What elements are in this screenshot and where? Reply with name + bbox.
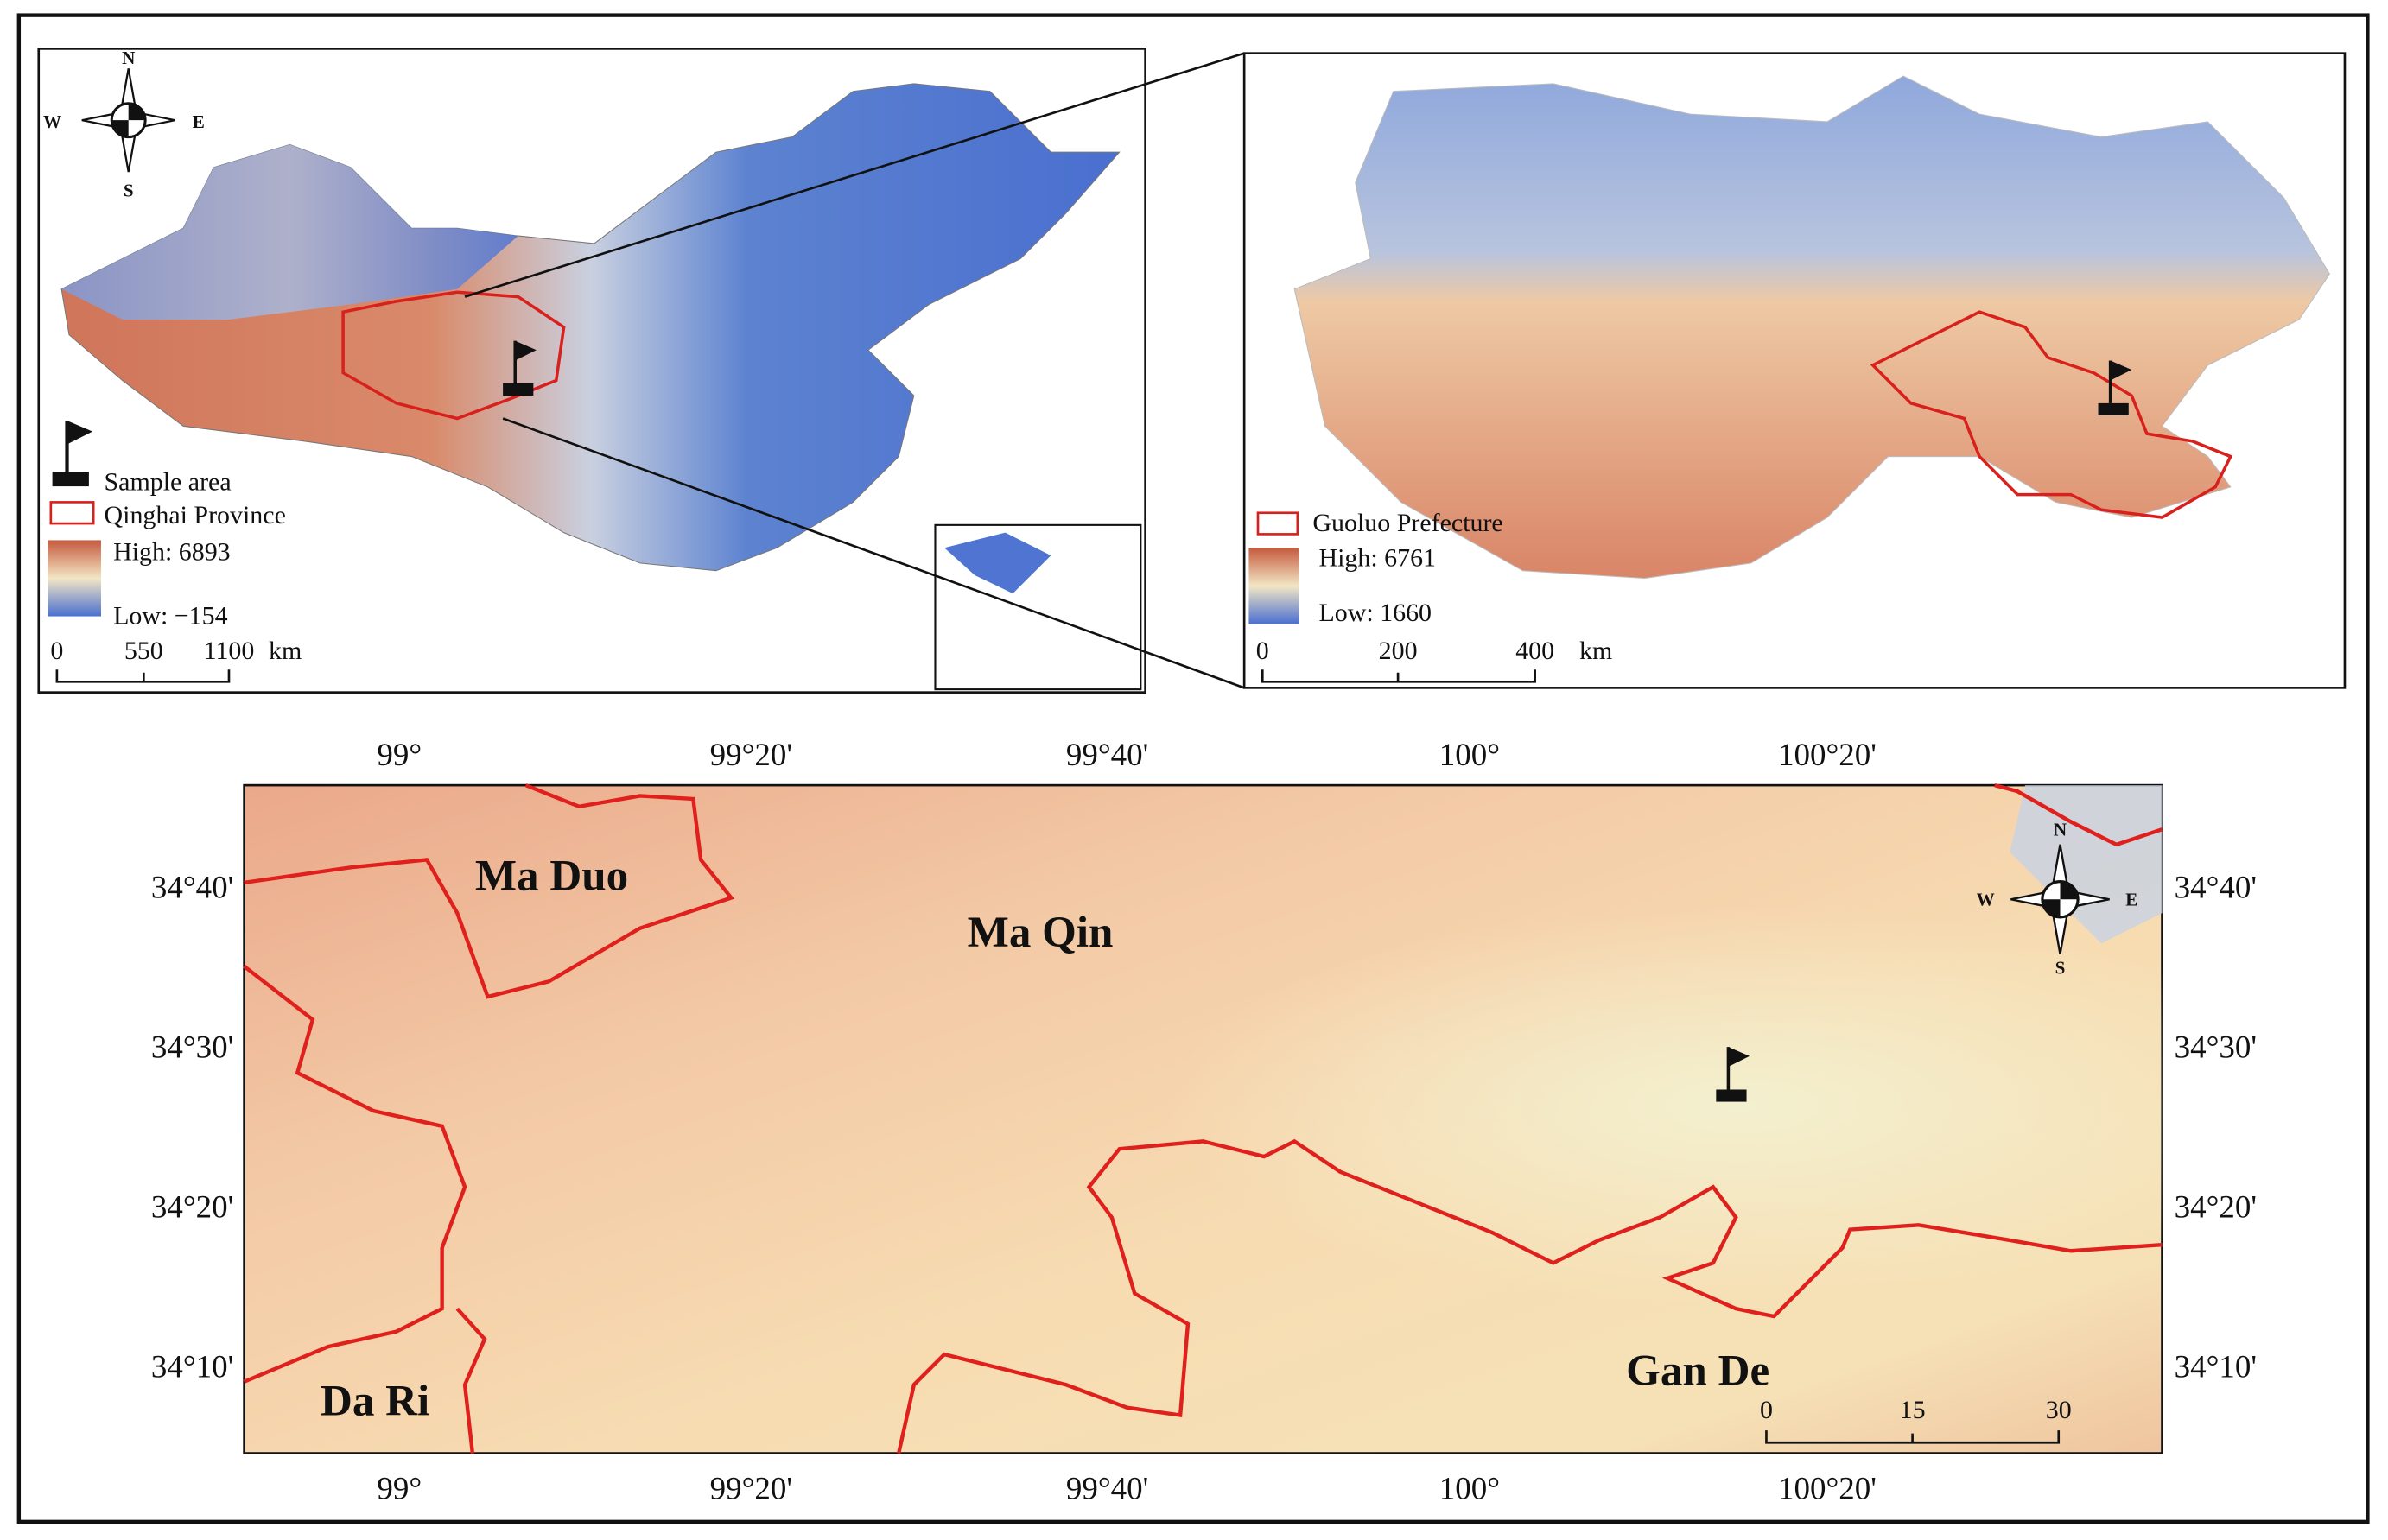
scale-label: 0 [1256,637,1269,665]
north-lowlands [61,144,518,320]
panel-b: Guoluo Prefecture High: 6761 Low: 1660 0… [1242,52,2347,689]
x-tick-label: 100°20' [1778,1471,1877,1506]
inset-land [944,532,1051,594]
y-tick-label: 34°40' [151,870,233,905]
low-area [2010,785,2163,944]
connector [464,52,1245,298]
scale-label: 0 [50,637,63,665]
legend-text: High: 6893 [113,537,231,566]
x-tick-label: 100° [1439,738,1500,773]
legend-swatch [1256,511,1299,536]
y-tick-label: 34°40' [2175,870,2257,905]
y-tick-label: 34°30' [2175,1030,2257,1065]
x-tick-label: 100°20' [1778,738,1877,773]
scale-label: km [269,637,302,665]
legend-text: High: 6761 [1318,543,1436,572]
compass-n: N [122,48,135,68]
place-label: Da Ri [321,1377,429,1426]
compass-w: W [1977,889,1995,909]
scale-label: 400 [1515,637,1554,665]
scale-label: 550 [124,637,163,665]
graticule-labels: 99° 99° 99°20' 99°20' 99°40' 99°40' 100° 100° 10… [151,738,2257,1506]
guoluo-boundary [1870,310,2233,519]
compass-e: E [2125,889,2137,909]
scale-bar [55,669,231,683]
x-tick-label: 99°40' [1066,738,1148,773]
x-tick-label: 99°40' [1066,1471,1148,1506]
x-tick-label: 100° [1439,1471,1500,1506]
scale-label: 0 [1760,1396,1773,1424]
compass-e: E [193,111,205,132]
y-tick-label: 34°30' [151,1030,233,1065]
compass-w: W [43,111,61,132]
y-tick-label: 34°10' [2175,1349,2257,1385]
scale-bar [1261,669,1536,683]
place-label: Gan De [1626,1346,1769,1395]
x-tick-label: 99° [377,738,422,773]
x-tick-label: 99°20' [710,738,792,773]
legend-text: Low: 1660 [1318,599,1432,627]
scale-label: 200 [1379,637,1418,665]
panel-c: N S W E Ma Duo Ma Qin Da Ri Gan De 0 15 … [151,738,2257,1506]
x-tick-label: 99° [377,1471,422,1506]
place-label: Ma Duo [475,852,628,901]
qinghai-boundary [341,290,566,421]
legend-swatch [49,501,95,525]
legend-text: Sample area [105,467,232,496]
x-tick-label: 99°20' [710,1471,792,1506]
panel-a: N S W E Sample area Qinghai Province Hig… [37,48,1146,694]
legend-ramp [48,540,101,617]
compass-s: S [124,180,134,200]
valley-tint [244,785,2163,1454]
scale-label: 30 [2046,1396,2072,1424]
compass-s: S [2055,958,2066,979]
y-tick-label: 34°10' [151,1349,233,1385]
place-label: Ma Qin [968,908,1114,957]
scale-label: 1100 [204,637,255,665]
connector [502,417,1245,689]
scale-bar [1765,1430,2061,1444]
y-tick-label: 34°20' [2175,1189,2257,1225]
legend-ramp [1248,548,1299,624]
scale-label: 15 [1900,1396,1926,1424]
y-tick-label: 34°20' [151,1189,233,1225]
county-boundaries [243,783,2163,1454]
qinghai-elevation [1293,75,2330,580]
compass-n: N [2054,819,2067,840]
legend-text: Qinghai Province [105,501,286,529]
legend-text: Guoluo Prefecture [1312,509,1502,537]
scale-label: km [1579,637,1612,665]
legend-text: Low: −154 [113,601,227,630]
